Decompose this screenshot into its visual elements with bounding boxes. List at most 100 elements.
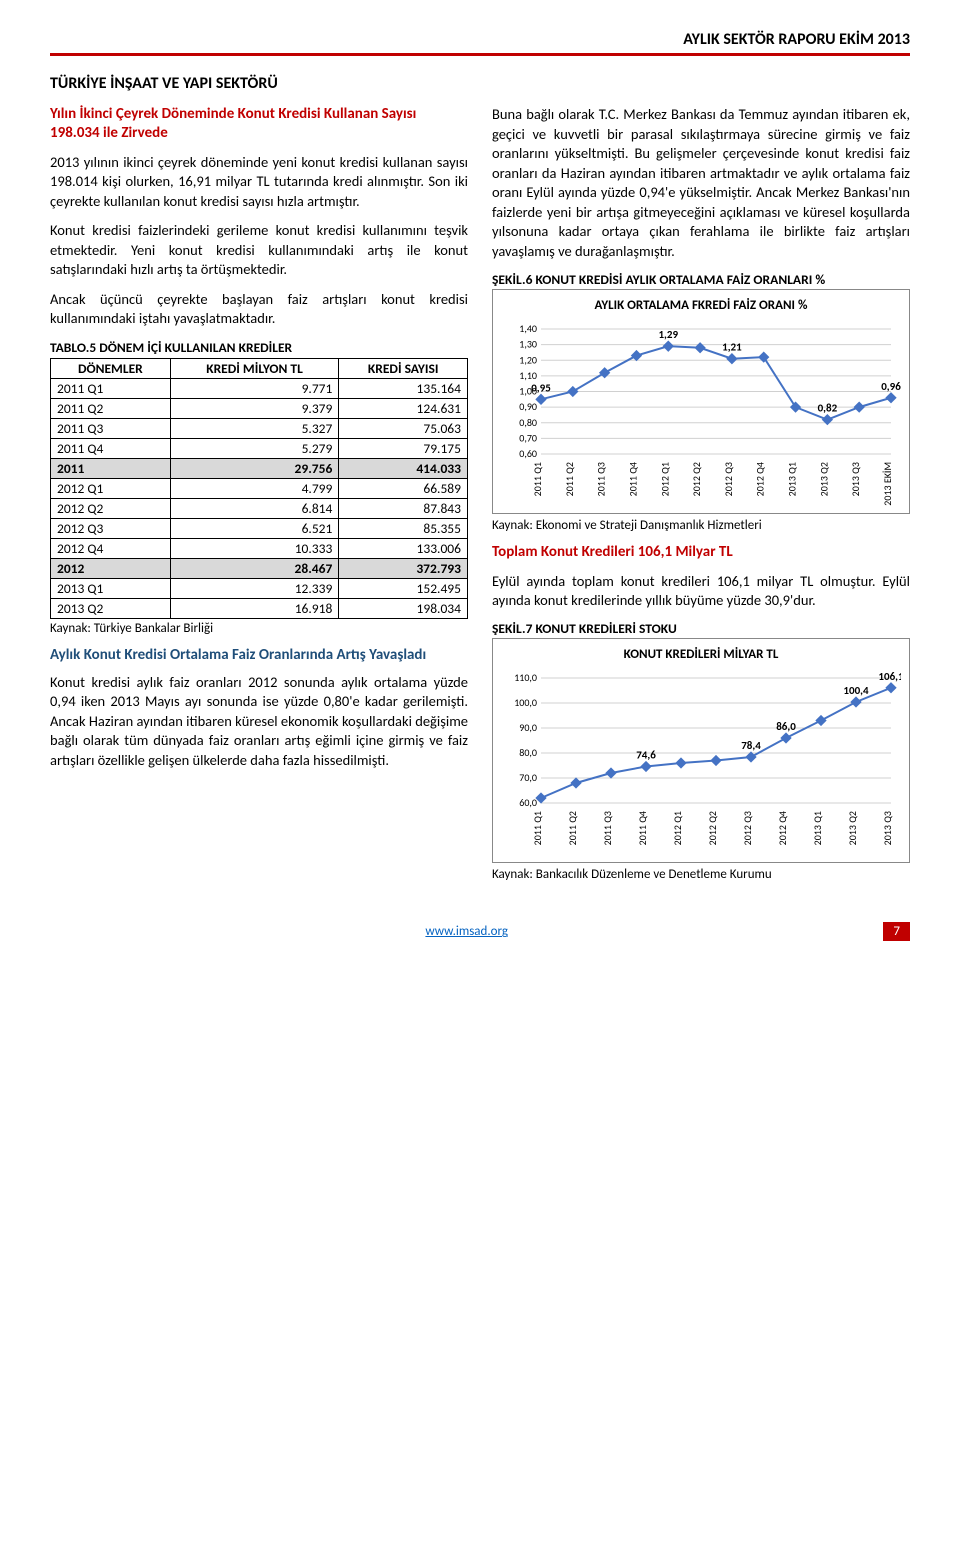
chart6-title: AYLIK ORTALAMA FKREDİ FAİZ ORANI % <box>501 298 901 313</box>
table-cell: 2012 Q2 <box>51 499 171 519</box>
table-cell: 10.333 <box>170 539 339 559</box>
svg-text:2011 Q4: 2011 Q4 <box>636 811 649 845</box>
table5-caption: TABLO.5 DÖNEM İÇİ KULLANILAN KREDİLER <box>50 339 468 356</box>
svg-text:2011 Q3: 2011 Q3 <box>601 811 614 845</box>
svg-text:100,4: 100,4 <box>843 684 869 697</box>
right-para-1: Buna bağlı olarak T.C. Merkez Bankası da… <box>492 105 910 262</box>
table-cell: 12.339 <box>170 579 339 599</box>
table-cell: 16.918 <box>170 599 339 619</box>
chart6-svg: 0,600,700,800,901,001,101,201,301,400,95… <box>501 319 901 509</box>
table-cell: 2012 Q3 <box>51 519 171 539</box>
section-title: TÜRKİYE İNŞAAT VE YAPI SEKTÖRÜ <box>50 74 910 93</box>
table-cell: 198.034 <box>339 599 468 619</box>
chart6-source: Kaynak: Ekonomi ve Strateji Danışmanlık … <box>492 518 910 533</box>
svg-text:2011 Q3: 2011 Q3 <box>595 462 608 496</box>
table-cell: 2011 Q4 <box>51 439 171 459</box>
table-row: 2012 Q14.79966.589 <box>51 479 468 499</box>
table-cell: 9.771 <box>170 379 339 399</box>
svg-text:2011 Q1: 2011 Q1 <box>531 811 544 845</box>
svg-text:1,20: 1,20 <box>519 353 537 366</box>
table5-col1: KREDİ MİLYON TL <box>170 359 339 379</box>
svg-text:60,0: 60,0 <box>519 796 537 809</box>
table-cell: 28.467 <box>170 559 339 579</box>
table-cell: 2013 Q1 <box>51 579 171 599</box>
left-heading-1: Yılın İkinci Çeyrek Döneminde Konut Kred… <box>50 105 468 143</box>
svg-text:1,10: 1,10 <box>519 369 537 382</box>
table-cell: 9.379 <box>170 399 339 419</box>
table-cell: 124.631 <box>339 399 468 419</box>
footer-link[interactable]: www.imsad.org <box>425 924 508 939</box>
chart7-source: Kaynak: Bankacılık Düzenleme ve Denetlem… <box>492 867 910 882</box>
chart7-caption: ŞEKİL.7 KONUT KREDİLERİ STOKU <box>492 621 910 637</box>
table-row: 2011 Q45.27979.175 <box>51 439 468 459</box>
table-cell: 2011 Q3 <box>51 419 171 439</box>
svg-text:2013 Q2: 2013 Q2 <box>817 462 830 496</box>
svg-text:2012 Q4: 2012 Q4 <box>754 462 767 496</box>
table-cell: 4.799 <box>170 479 339 499</box>
svg-text:1,21: 1,21 <box>722 341 742 354</box>
table-cell: 5.327 <box>170 419 339 439</box>
page-number: 7 <box>883 922 910 941</box>
svg-text:1,40: 1,40 <box>519 322 537 335</box>
chart6-caption: ŞEKİL.6 KONUT KREDİSİ AYLIK ORTALAMA FAİ… <box>492 272 910 288</box>
report-header: AYLIK SEKTÖR RAPORU EKİM 2013 <box>50 30 910 56</box>
svg-text:106,1: 106,1 <box>878 670 901 683</box>
table-cell: 79.175 <box>339 439 468 459</box>
table-cell: 2011 <box>51 459 171 479</box>
table-cell: 2013 Q2 <box>51 599 171 619</box>
svg-text:86,0: 86,0 <box>776 720 796 733</box>
svg-text:70,0: 70,0 <box>519 771 537 784</box>
svg-text:0,60: 0,60 <box>519 447 537 460</box>
svg-text:0,70: 0,70 <box>519 431 537 444</box>
table-row: 2012 Q36.52185.355 <box>51 519 468 539</box>
svg-text:74,6: 74,6 <box>636 749 656 762</box>
left-para-1: 2013 yılının ikinci çeyrek döneminde yen… <box>50 153 468 212</box>
table-cell: 6.521 <box>170 519 339 539</box>
svg-text:110,0: 110,0 <box>514 671 537 684</box>
svg-text:2012 Q1: 2012 Q1 <box>658 462 671 496</box>
left-para-2: Konut kredisi faizlerindeki gerileme kon… <box>50 221 468 280</box>
svg-text:90,0: 90,0 <box>519 721 537 734</box>
svg-text:2011 Q2: 2011 Q2 <box>566 811 579 845</box>
svg-text:80,0: 80,0 <box>519 746 537 759</box>
svg-text:2012 Q4: 2012 Q4 <box>776 811 789 845</box>
svg-text:2012 Q2: 2012 Q2 <box>690 462 703 496</box>
table-row: 2012 Q26.81487.843 <box>51 499 468 519</box>
chart7-svg: 60,070,080,090,0100,0110,074,678,486,010… <box>501 668 901 858</box>
table-cell: 29.756 <box>170 459 339 479</box>
table5: DÖNEMLER KREDİ MİLYON TL KREDİ SAYISI 20… <box>50 358 468 619</box>
svg-text:2013 Q3: 2013 Q3 <box>849 462 862 496</box>
table-cell: 66.589 <box>339 479 468 499</box>
table-cell: 152.495 <box>339 579 468 599</box>
svg-text:0,82: 0,82 <box>818 402 838 415</box>
svg-text:100,0: 100,0 <box>514 696 537 709</box>
svg-text:2013 Q1: 2013 Q1 <box>811 811 824 845</box>
table-cell: 87.843 <box>339 499 468 519</box>
svg-text:2012 Q3: 2012 Q3 <box>722 462 735 496</box>
table5-col0: DÖNEMLER <box>51 359 171 379</box>
chart7-box: KONUT KREDİLERİ MİLYAR TL 60,070,080,090… <box>492 638 910 863</box>
table-cell: 2012 <box>51 559 171 579</box>
table-cell: 5.279 <box>170 439 339 459</box>
left-column: Yılın İkinci Çeyrek Döneminde Konut Kred… <box>50 105 468 892</box>
table-row: 2013 Q112.339152.495 <box>51 579 468 599</box>
svg-text:2011 Q2: 2011 Q2 <box>563 462 576 496</box>
svg-text:2013 Q3: 2013 Q3 <box>881 811 894 845</box>
table-cell: 2011 Q1 <box>51 379 171 399</box>
table-row: 2011 Q35.32775.063 <box>51 419 468 439</box>
table-cell: 85.355 <box>339 519 468 539</box>
svg-text:2012 Q2: 2012 Q2 <box>706 811 719 845</box>
table5-source: Kaynak: Türkiye Bankalar Birliği <box>50 621 468 636</box>
table-row: 2011 Q29.379124.631 <box>51 399 468 419</box>
table5-col2: KREDİ SAYISI <box>339 359 468 379</box>
svg-text:2013 Q1: 2013 Q1 <box>786 462 799 496</box>
chart6-box: AYLIK ORTALAMA FKREDİ FAİZ ORANI % 0,60 0… <box>492 289 910 514</box>
table-cell: 75.063 <box>339 419 468 439</box>
svg-text:2013 EKİM: 2013 EKİM <box>881 462 894 506</box>
svg-text:0,90: 0,90 <box>519 400 537 413</box>
right-column: Buna bağlı olarak T.C. Merkez Bankası da… <box>492 105 910 892</box>
svg-text:0,80: 0,80 <box>519 416 537 429</box>
svg-text:1,30: 1,30 <box>519 338 537 351</box>
table-row: 2013 Q216.918198.034 <box>51 599 468 619</box>
left-para-4: Konut kredisi aylık faiz oranları 2012 s… <box>50 673 468 771</box>
